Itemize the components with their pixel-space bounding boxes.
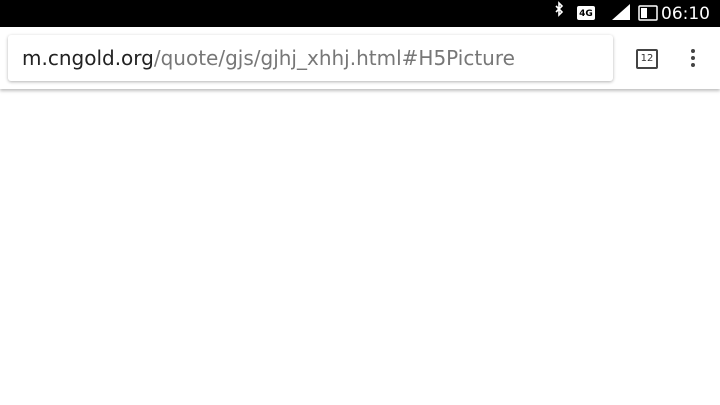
status-icons: 4G 06:10	[555, 1, 710, 24]
price-line	[174, 164, 656, 275]
y2-tick-label: -1.11%	[650, 286, 692, 300]
x-tick-label: 04/14	[590, 343, 625, 357]
signal-icon	[612, 4, 630, 20]
instrument-name: 现货黄金	[25, 96, 85, 114]
url-host: m.cngold.org	[22, 46, 154, 70]
day-label-band	[0, 340, 720, 360]
watermark-name: 金投行情	[351, 246, 411, 264]
y-tick-label: 1319.92	[120, 286, 170, 300]
x-tick-label: 04/10	[302, 343, 337, 357]
header-price: 1346.00	[530, 97, 588, 113]
clock: 06:10	[661, 4, 710, 24]
url-path: /quote/gjs/gjhj_xhhj.html#H5Picture	[153, 46, 515, 70]
tab[interactable]: 5日	[214, 367, 239, 385]
header-change: 0.84%	[613, 97, 657, 113]
y-tick-label: 1349.68	[120, 205, 170, 219]
battery-level	[641, 8, 647, 18]
network-type: 4G	[579, 9, 593, 19]
address-field[interactable]: m.cngold.org/quote/gjs/gjhj_xhhj.html#H5…	[8, 35, 613, 81]
tab[interactable]: 15分	[546, 367, 580, 385]
active-tab-indicator	[175, 358, 271, 361]
y-tick-label: 1364.56	[120, 165, 170, 179]
price-line	[174, 199, 655, 269]
tab[interactable]: 5分	[485, 367, 510, 385]
info-item: 均:1335.64	[302, 129, 357, 141]
tab[interactable]: 周K	[350, 367, 376, 385]
info-item: 幅:0.84%	[482, 128, 527, 141]
y-tick-label: 1334.80	[120, 246, 170, 260]
tab[interactable]: 30分	[615, 367, 649, 385]
tab[interactable]: 分时	[145, 367, 175, 385]
y2-tick-label: 1.11%	[654, 206, 692, 220]
x-tick-label: 04/11	[398, 343, 433, 357]
x-tick-label: 04/09	[206, 343, 241, 357]
x-tick-label: 04/12	[494, 343, 529, 357]
y2-tick-label: -2.23%	[650, 326, 692, 340]
bluetooth-icon	[555, 1, 564, 17]
tab[interactable]: 日K	[284, 367, 310, 385]
tab-switcher[interactable]: 12	[636, 49, 658, 69]
danmaku-button: 发弹幕	[10, 366, 58, 385]
info-item: 05:57	[125, 130, 154, 141]
y2-tick-label: 0.00%	[654, 246, 692, 260]
network-badge	[577, 6, 595, 20]
y2-tick-label: 2.23%	[654, 165, 692, 179]
y-tick-label: 1305.04	[120, 326, 170, 340]
status-bar: 4G 06:10	[0, 0, 720, 27]
battery-icon	[638, 5, 658, 21]
url: m.cngold.org/quote/gjs/gjhj_xhhj.html#H5…	[22, 46, 515, 70]
info-item: 量:0.00	[392, 129, 428, 141]
watermark-site: quote.cngold.org	[392, 264, 469, 274]
menu-button[interactable]	[688, 47, 698, 69]
info-item: 价:1346.00	[214, 129, 269, 141]
url-bar: m.cngold.org/quote/gjs/gjhj_xhhj.html#H5…	[0, 27, 720, 89]
tab[interactable]: 月K	[418, 367, 444, 385]
